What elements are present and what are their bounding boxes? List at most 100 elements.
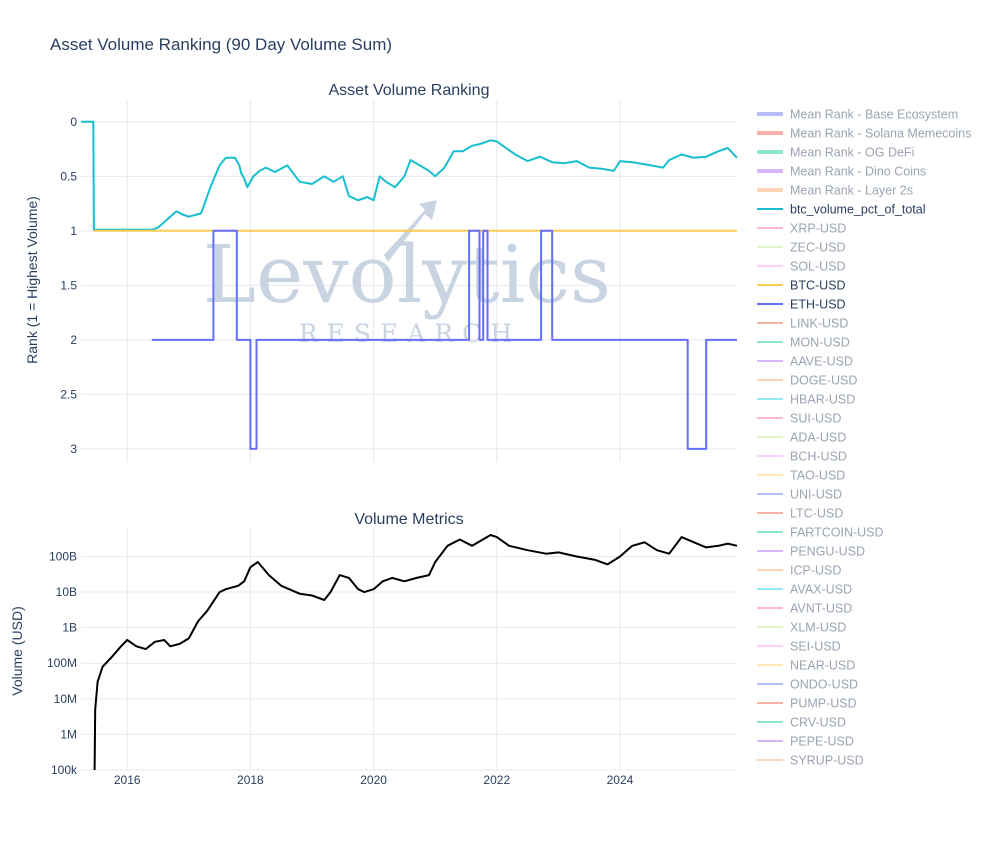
volume-y-tick-label: 1B bbox=[62, 621, 77, 635]
watermark-brand: Levolytics bbox=[203, 228, 611, 321]
legend-label: FARTCOIN-USD bbox=[790, 526, 884, 540]
legend-item[interactable]: PEPE-USD bbox=[757, 735, 854, 749]
legend-label: BCH-USD bbox=[790, 450, 847, 464]
legend-label: Mean Rank - Solana Memecoins bbox=[790, 127, 971, 141]
legend-label: AVAX-USD bbox=[790, 583, 852, 597]
legend-item[interactable]: CRV-USD bbox=[757, 716, 846, 730]
volume-subplot-title: Volume Metrics bbox=[354, 511, 463, 528]
legend-label: AAVE-USD bbox=[790, 355, 853, 369]
volume-y-axis-title: Volume (USD) bbox=[9, 606, 25, 695]
legend-item[interactable]: LTC-USD bbox=[757, 507, 843, 521]
legend-label: Mean Rank - Dino Coins bbox=[790, 165, 926, 179]
series-line-btc-volume-pct-of-total[interactable] bbox=[81, 120, 738, 231]
rank-subplot-title: Asset Volume Ranking bbox=[329, 82, 490, 99]
legend-item[interactable]: DOGE-USD bbox=[757, 374, 857, 388]
legend-label: PUMP-USD bbox=[790, 697, 857, 711]
rank-y-tick-label: 2 bbox=[70, 333, 77, 347]
rank-y-tick-label: 0 bbox=[70, 115, 77, 129]
legend-item[interactable]: FARTCOIN-USD bbox=[757, 526, 884, 540]
volume-y-tick-label: 10M bbox=[54, 692, 77, 706]
series-line-eth-usd[interactable] bbox=[151, 229, 737, 450]
x-tick-label: 2022 bbox=[483, 773, 510, 787]
volume-tick-labels: 2016 2018 2020 2022 2024 100k 1M 10M 100M 1B 10B 10… bbox=[47, 549, 634, 787]
legend-item[interactable]: AVAX-USD bbox=[757, 583, 852, 597]
rank-y-tick-label: 0.5 bbox=[60, 169, 77, 183]
legend-item[interactable]: ETH-USD bbox=[757, 298, 846, 312]
legend-item[interactable]: SEI-USD bbox=[757, 640, 841, 654]
legend-label: Mean Rank - Layer 2s bbox=[790, 184, 913, 198]
legend-item[interactable]: btc_volume_pct_of_total bbox=[757, 203, 926, 217]
legend-label: NEAR-USD bbox=[790, 659, 855, 673]
legend-label: SUI-USD bbox=[790, 412, 841, 426]
series-line-total-volume[interactable] bbox=[93, 534, 738, 771]
x-tick-label: 2018 bbox=[237, 773, 264, 787]
legend-label: LTC-USD bbox=[790, 507, 843, 521]
legend-item[interactable]: ZEC-USD bbox=[757, 241, 846, 255]
legend-label: UNI-USD bbox=[790, 488, 842, 502]
legend-label: HBAR-USD bbox=[790, 393, 855, 407]
rank-y-tick-label: 1.5 bbox=[60, 278, 77, 292]
legend-label: LINK-USD bbox=[790, 317, 848, 331]
legend-label: SEI-USD bbox=[790, 640, 841, 654]
watermark-logo: Levolytics RESEARCH bbox=[203, 200, 611, 348]
rank-series-lines bbox=[81, 120, 738, 450]
x-tick-label: 2020 bbox=[360, 773, 387, 787]
legend-item[interactable]: Mean Rank - OG DeFi bbox=[757, 146, 914, 160]
legend-item[interactable]: NEAR-USD bbox=[757, 659, 855, 673]
legend-label: btc_volume_pct_of_total bbox=[790, 203, 926, 217]
legend-item[interactable]: Mean Rank - Layer 2s bbox=[757, 184, 913, 198]
legend-item[interactable]: SOL-USD bbox=[757, 260, 846, 274]
rank-y-tick-label: 3 bbox=[70, 442, 77, 456]
rank-tick-labels: 0 0.5 1 1.5 2 2.5 3 bbox=[60, 115, 77, 456]
watermark-sub: RESEARCH bbox=[299, 319, 521, 348]
x-tick-label: 2024 bbox=[607, 773, 634, 787]
legend-item[interactable]: SUI-USD bbox=[757, 412, 841, 426]
legend-item[interactable]: MON-USD bbox=[757, 336, 850, 350]
legend-label: XLM-USD bbox=[790, 621, 846, 635]
volume-y-tick-label: 100M bbox=[47, 656, 77, 670]
legend-item[interactable]: ICP-USD bbox=[757, 564, 841, 578]
legend-label: MON-USD bbox=[790, 336, 850, 350]
legend-label: ICP-USD bbox=[790, 564, 841, 578]
legend-label: AVNT-USD bbox=[790, 602, 852, 616]
legend-item[interactable]: SYRUP-USD bbox=[757, 754, 864, 768]
legend-label: ZEC-USD bbox=[790, 241, 846, 255]
legend-label: Mean Rank - OG DeFi bbox=[790, 146, 914, 160]
legend-label: PEPE-USD bbox=[790, 735, 854, 749]
rank-y-tick-label: 2.5 bbox=[60, 387, 77, 401]
legend-item[interactable]: Mean Rank - Solana Memecoins bbox=[757, 127, 971, 141]
legend-item[interactable]: BTC-USD bbox=[757, 279, 846, 293]
legend-label: SYRUP-USD bbox=[790, 754, 864, 768]
x-tick-label: 2016 bbox=[114, 773, 141, 787]
legend-item[interactable]: Mean Rank - Base Ecosystem bbox=[757, 108, 958, 122]
volume-series-lines bbox=[93, 534, 738, 771]
legend-item[interactable]: PUMP-USD bbox=[757, 697, 857, 711]
legend-label: TAO-USD bbox=[790, 469, 845, 483]
legend-item[interactable]: BCH-USD bbox=[757, 450, 847, 464]
legend-item[interactable]: UNI-USD bbox=[757, 488, 842, 502]
legend-label: DOGE-USD bbox=[790, 374, 857, 388]
legend-label: SOL-USD bbox=[790, 260, 846, 274]
legend-item[interactable]: ADA-USD bbox=[757, 431, 846, 445]
legend-item[interactable]: XRP-USD bbox=[757, 222, 846, 236]
legend-label: CRV-USD bbox=[790, 716, 846, 730]
rank-y-tick-label: 1 bbox=[70, 224, 77, 238]
legend-label: Mean Rank - Base Ecosystem bbox=[790, 108, 958, 122]
legend-item[interactable]: AAVE-USD bbox=[757, 355, 853, 369]
legend-item[interactable]: PENGU-USD bbox=[757, 545, 865, 559]
legend-item[interactable]: ONDO-USD bbox=[757, 678, 858, 692]
legend-item[interactable]: HBAR-USD bbox=[757, 393, 855, 407]
legend-item[interactable]: TAO-USD bbox=[757, 469, 845, 483]
rank-subplot: Asset Volume Ranking Levolytics RESEARCH… bbox=[24, 82, 738, 462]
legend-item[interactable]: LINK-USD bbox=[757, 317, 848, 331]
volume-y-tick-label: 10B bbox=[56, 585, 77, 599]
volume-y-tick-label: 100B bbox=[49, 549, 77, 563]
legend-label: ONDO-USD bbox=[790, 678, 858, 692]
legend-label: ETH-USD bbox=[790, 298, 846, 312]
legend-label: ADA-USD bbox=[790, 431, 846, 445]
legend-label: BTC-USD bbox=[790, 279, 846, 293]
legend-item[interactable]: Mean Rank - Dino Coins bbox=[757, 165, 926, 179]
legend-item[interactable]: AVNT-USD bbox=[757, 602, 852, 616]
legend-item[interactable]: XLM-USD bbox=[757, 621, 846, 635]
